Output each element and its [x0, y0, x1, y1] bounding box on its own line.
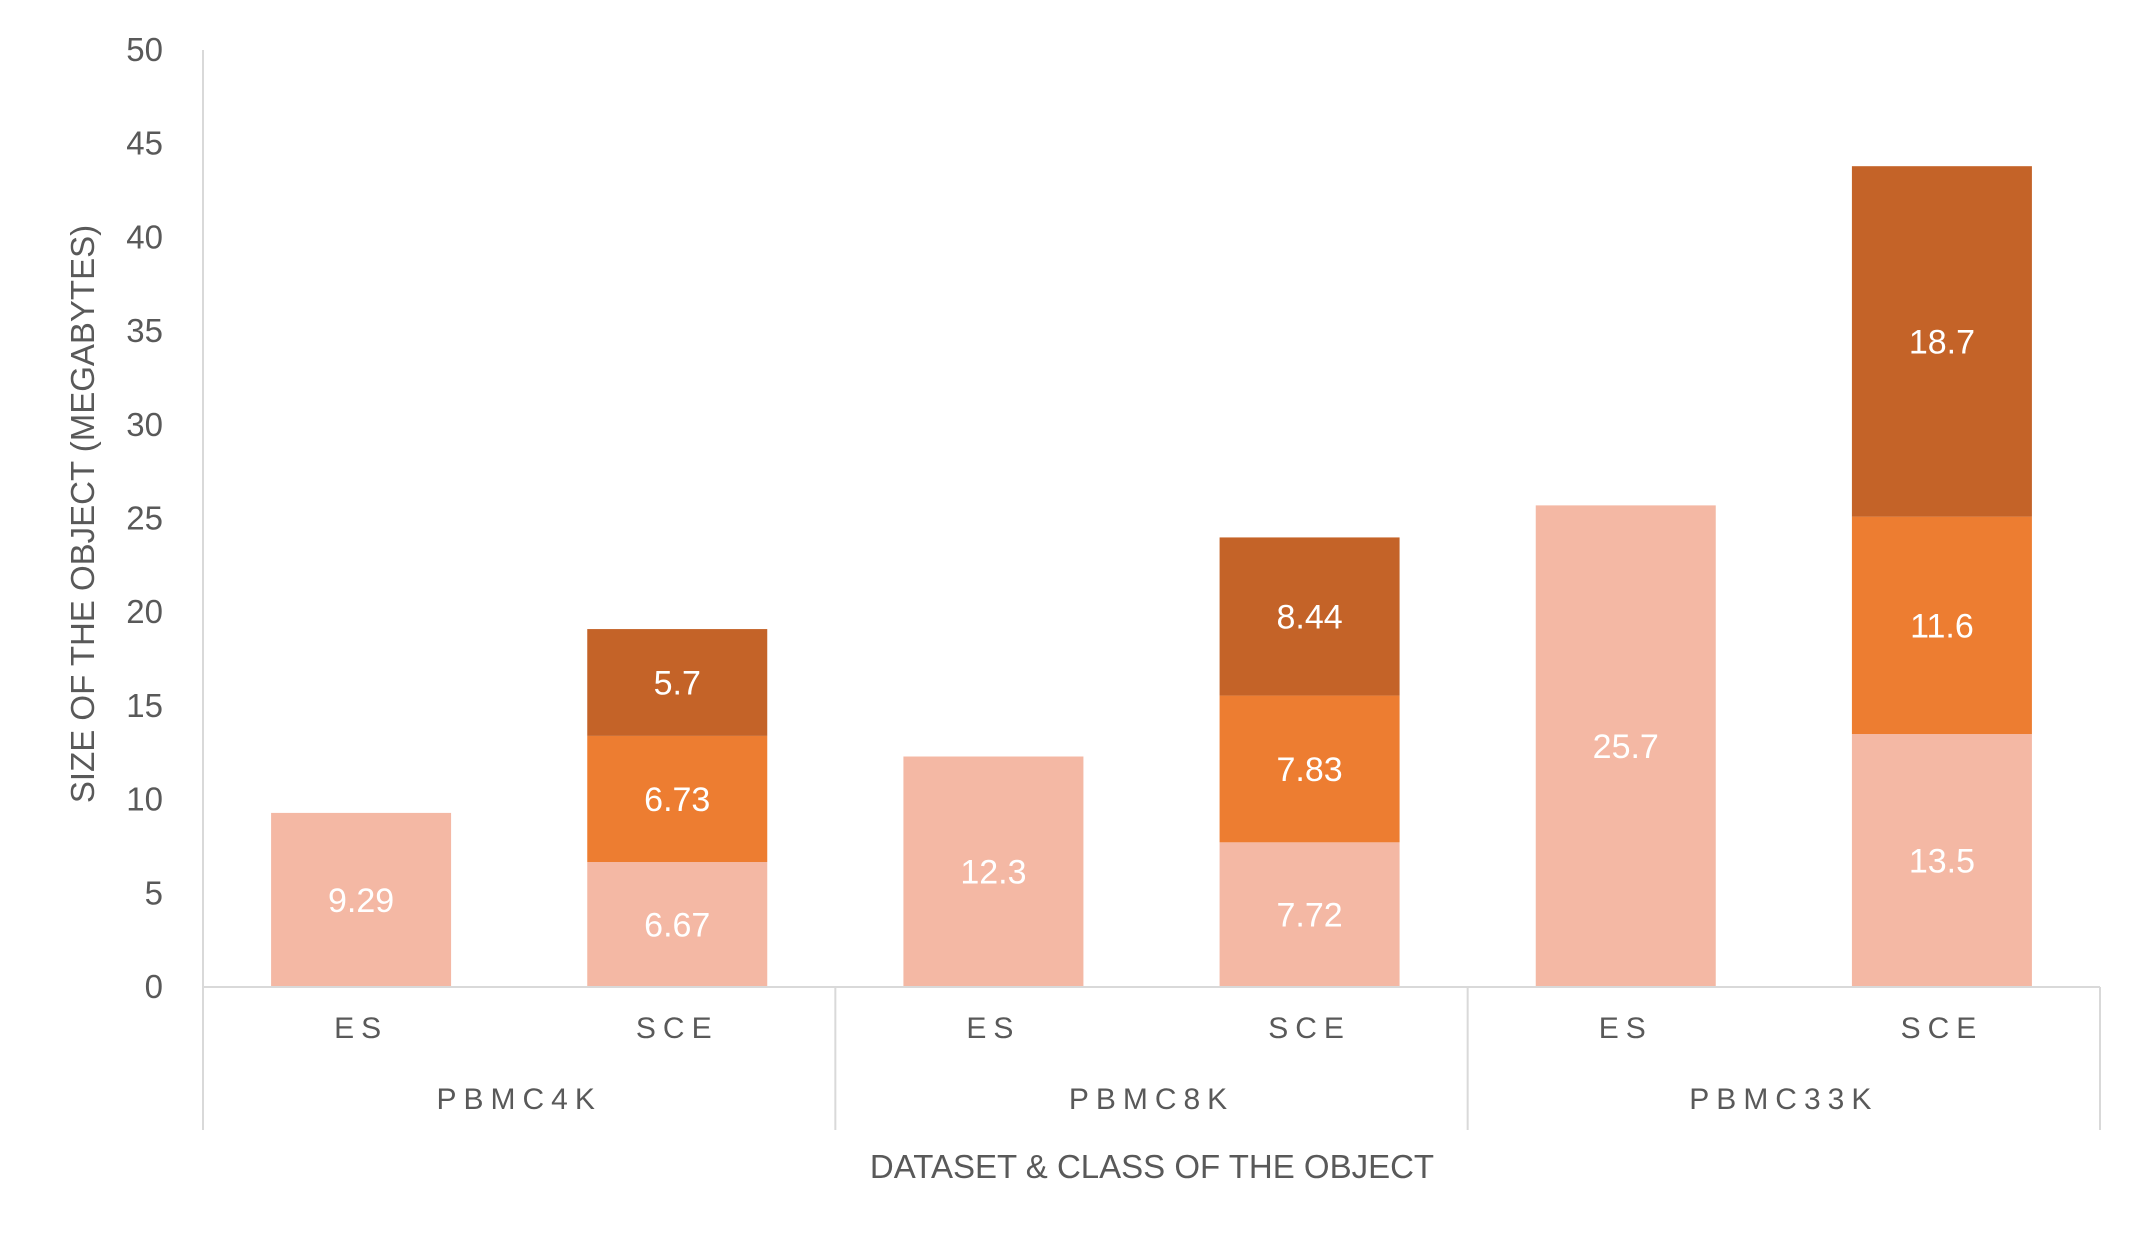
y-tick-label: 40: [126, 218, 163, 255]
x-category-label: SCE: [1901, 1012, 1984, 1045]
bar-segment: [1851, 516, 2032, 735]
data-labels-layer: 9.29 6.67 6.73 5.7 12.3 7.72 7.83 8.44 25.7 13.5 1…: [328, 323, 1975, 944]
data-label: 12.3: [960, 854, 1026, 892]
y-tick-label: 25: [126, 500, 163, 537]
x-axis-title: DATASET & CLASS OF THE OBJECT: [870, 1148, 1434, 1185]
x-group-label: PBMC8K: [1069, 1083, 1234, 1116]
x-category-label: ES: [334, 1012, 388, 1045]
bar-segment: [271, 812, 452, 987]
y-tick-label: 35: [126, 312, 163, 349]
bar-segment: [1535, 505, 1716, 987]
bar-segment: [903, 756, 1084, 987]
data-label: 25.7: [1593, 728, 1659, 766]
data-label: 9.29: [328, 882, 394, 920]
bar-segment: [1851, 734, 2032, 987]
axes-layer: 0 5 10 15 20 25 30 35 40 45 50 ES SCE ES SCE ES SCE PBMC4…: [126, 31, 2101, 1130]
bar-segment: [1219, 537, 1400, 696]
x-category-label: ES: [966, 1012, 1020, 1045]
bars-layer: [271, 166, 2032, 987]
data-label: 7.72: [1276, 897, 1342, 935]
data-label: 6.73: [644, 781, 710, 819]
x-group-label: PBMC4K: [436, 1083, 601, 1116]
data-label: 8.44: [1276, 599, 1342, 637]
y-tick-label: 30: [126, 406, 163, 443]
y-tick-label: 50: [126, 31, 163, 68]
x-group-label: PBMC33K: [1689, 1083, 1878, 1116]
bar-segment: [587, 735, 768, 863]
y-tick-label: 10: [126, 781, 163, 818]
y-tick-label: 15: [126, 687, 163, 724]
y-tick-label: 5: [145, 874, 163, 911]
bar-segment: [587, 629, 768, 736]
data-label: 7.83: [1276, 751, 1342, 789]
x-category-label: SCE: [636, 1012, 719, 1045]
x-category-label: ES: [1599, 1012, 1653, 1045]
data-label: 6.67: [644, 907, 710, 945]
data-label: 18.7: [1909, 323, 1975, 361]
data-label: 13.5: [1909, 843, 1975, 881]
y-tick-label: 20: [126, 593, 163, 630]
bar-segment: [587, 862, 768, 987]
y-tick-label: 0: [145, 968, 163, 1005]
x-category-label: SCE: [1268, 1012, 1351, 1045]
y-tick-label: 45: [126, 125, 163, 162]
bar-segment: [1851, 166, 2032, 517]
y-axis-title: SIZE OF THE OBJECT (MEGABYTES): [64, 225, 101, 803]
bar-segment: [1219, 695, 1400, 843]
data-label: 11.6: [1910, 607, 1974, 645]
data-label: 5.7: [654, 664, 701, 702]
bar-segment: [1219, 842, 1400, 987]
